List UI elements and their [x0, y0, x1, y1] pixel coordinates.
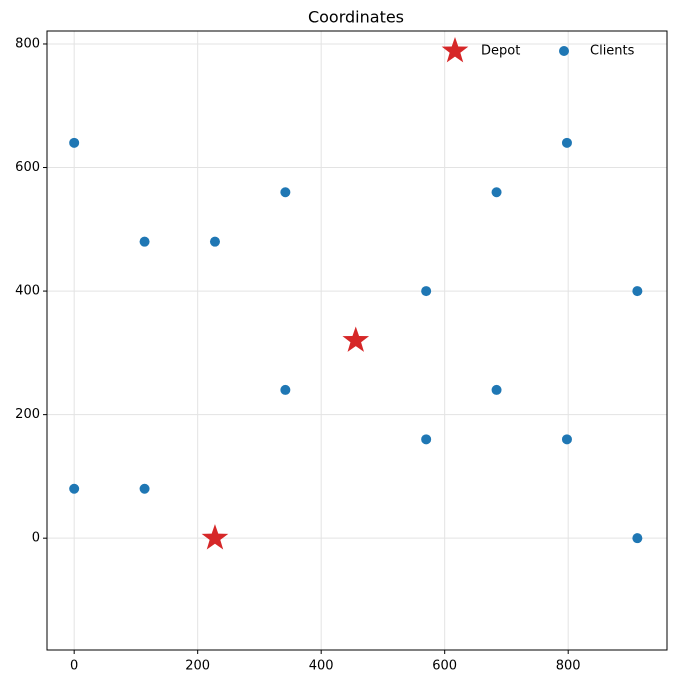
client-marker [632, 286, 643, 297]
client-marker [561, 137, 572, 148]
client-marker [421, 286, 432, 297]
x-tick-label: 200 [185, 659, 210, 674]
client-marker [139, 236, 150, 247]
client-marker [209, 236, 220, 247]
x-tick-label: 0 [70, 659, 78, 674]
client-marker [280, 384, 291, 395]
x-tick-label: 600 [432, 659, 457, 674]
client-marker [491, 384, 502, 395]
client-marker [632, 533, 643, 544]
x-tick-label: 800 [556, 659, 581, 674]
y-tick-label: 200 [15, 407, 40, 422]
legend: Depot Clients [441, 37, 635, 63]
client-marker [69, 137, 80, 148]
plot-area: 0 200 400 600 800 0 200 400 600 800 [15, 31, 667, 674]
client-marker [421, 434, 432, 445]
axes-frame [46, 30, 668, 651]
legend-label: Depot [481, 44, 520, 59]
legend-marker [559, 46, 569, 56]
legend-label: Clients [590, 44, 635, 59]
y-tick-label: 600 [15, 160, 40, 175]
y-tick-label: 400 [15, 284, 40, 299]
client-marker [561, 434, 572, 445]
client-marker [139, 483, 150, 494]
y-tick-label: 800 [15, 36, 40, 51]
depot-marker [342, 326, 370, 352]
legend-marker [441, 37, 469, 63]
client-marker [280, 187, 291, 198]
x-tick-label: 400 [309, 659, 334, 674]
depot-marker [201, 524, 229, 550]
y-tick-label: 0 [32, 531, 40, 546]
client-marker [69, 483, 80, 494]
chart-title: Coordinates [308, 8, 404, 27]
client-marker [491, 187, 502, 198]
